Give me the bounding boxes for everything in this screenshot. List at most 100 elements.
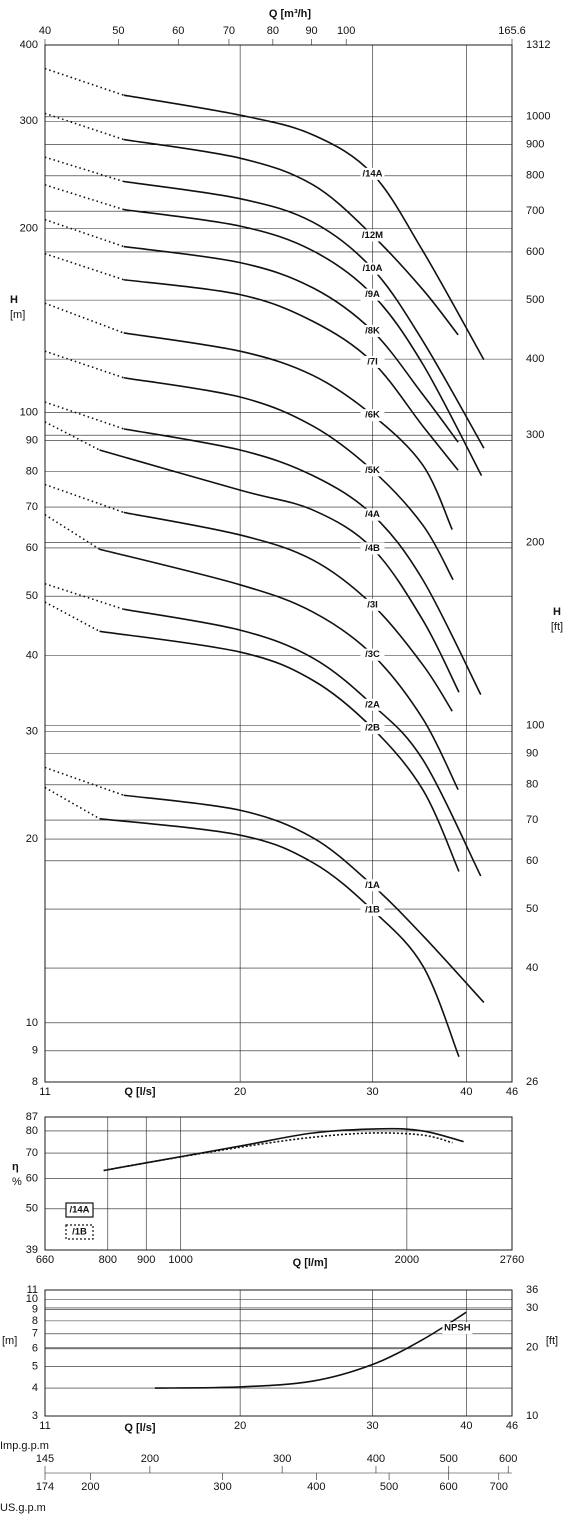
label-bg (120, 1085, 162, 1099)
y-tick-label: 80 (26, 466, 38, 478)
curve-label-bg (360, 879, 385, 892)
curve-dotted (44, 156, 124, 183)
curve-dotted (44, 302, 124, 334)
scale-title: Imp.g.p.m (0, 1440, 49, 1452)
y-tick-label: 70 (26, 1147, 38, 1159)
curve (123, 278, 459, 471)
curve (123, 511, 453, 712)
label-bg (120, 1421, 162, 1435)
curve-dotted (44, 514, 100, 550)
y-tick-label: 30 (26, 726, 38, 738)
y-axis-title: H (10, 294, 18, 306)
curve-label: /10A (362, 263, 382, 274)
y-axis-unit: % (12, 1176, 22, 1188)
curve-label-bg (360, 648, 385, 661)
x-tick-label: 20 (234, 1086, 246, 1098)
y2-tick-label: 40 (526, 962, 538, 974)
curve (103, 1132, 453, 1172)
curve (99, 630, 460, 872)
scale-tick-label: 300 (273, 1453, 291, 1465)
y-tick-label: 20 (26, 833, 38, 845)
y2-tick-label: 26 (526, 1076, 538, 1088)
scale-title: US.g.p.m (0, 1502, 46, 1514)
x-tick-label: 2760 (500, 1254, 524, 1266)
x-axis-title: Q [l/s] (124, 1086, 156, 1098)
label-bg (290, 1256, 332, 1270)
y-tick-label: 9 (32, 1303, 38, 1315)
y2-tick-label: 800 (526, 170, 544, 182)
x-tick-label: 40 (460, 1420, 472, 1432)
x2-tick-label: 165.6 (498, 25, 526, 37)
curve (99, 548, 459, 791)
y-tick-label: 39 (26, 1244, 38, 1256)
curve (123, 94, 485, 361)
y-tick-label: 50 (26, 590, 38, 602)
curve (123, 428, 482, 695)
x2-tick-label: 80 (267, 25, 279, 37)
curve-dotted (44, 401, 124, 430)
curve-dotted (44, 766, 124, 796)
scale-tick-label: 500 (380, 1481, 398, 1493)
y-tick-label: 50 (26, 1203, 38, 1215)
y-tick-label: 5 (32, 1360, 38, 1372)
scale-tick-label: 174 (36, 1481, 54, 1493)
y-tick-label: 4 (32, 1382, 38, 1394)
legend-label: /1B (72, 1227, 87, 1238)
curve-label-bg (360, 324, 385, 337)
y2-axis-unit: [ft] (546, 1335, 558, 1347)
curve-label: /2A (365, 699, 380, 710)
curve (123, 376, 454, 581)
y2-tick-label: 1000 (526, 111, 550, 123)
y2-axis-title: H (553, 606, 561, 618)
curve (103, 1127, 464, 1172)
x2-tick-label: 100 (337, 25, 355, 37)
x2-axis-title: Q [m³/h] (269, 8, 311, 20)
curve-label-bg (360, 288, 385, 301)
y-tick-label: 7 (32, 1328, 38, 1340)
curve-dotted (44, 112, 124, 141)
y2-axis-unit: [ft] (551, 621, 563, 633)
scale-tick-label: 400 (367, 1453, 385, 1465)
curve-label-bg (360, 698, 385, 711)
curve-label-bg (360, 464, 385, 477)
curve-dotted (44, 786, 100, 820)
curve-dotted (44, 67, 124, 96)
scale-tick-label: 700 (490, 1481, 508, 1493)
y2-tick-label: 100 (526, 720, 544, 732)
curve-dotted (44, 583, 124, 611)
y-axis-title: η (12, 1161, 19, 1173)
plot-frame (44, 1116, 513, 1251)
y-tick-label: 8 (32, 1076, 38, 1088)
y2-tick-label: 300 (526, 429, 544, 441)
curve-label-bg (360, 722, 385, 735)
curve-label-bg (442, 1322, 473, 1335)
curve-label-bg (360, 167, 385, 180)
curve-label: /4A (365, 509, 380, 520)
curve-label: /1A (365, 880, 380, 891)
curve-label-bg (360, 598, 385, 611)
curve-dotted (44, 350, 124, 379)
y2-tick-label: 80 (526, 779, 538, 791)
y-tick-label: 300 (20, 115, 38, 127)
x2-tick-label: 50 (112, 25, 124, 37)
curve-dotted (44, 483, 124, 514)
y-tick-label: 400 (20, 39, 38, 51)
x2-tick-label: 40 (39, 25, 51, 37)
y2-tick-label: 1312 (526, 39, 550, 51)
y-tick-label: 8 (32, 1315, 38, 1327)
legend-box (65, 1224, 94, 1240)
y2-tick-label: 200 (526, 536, 544, 548)
x-axis-title: Q [l/s] (124, 1422, 156, 1434)
y-tick-label: 9 (32, 1045, 38, 1057)
curve-dotted (44, 252, 124, 281)
curve-label-bg (360, 229, 385, 242)
curve-label: NPSH (444, 1323, 471, 1334)
x2-tick-label: 90 (305, 25, 317, 37)
curve (123, 794, 485, 1003)
curve-label: /6K (365, 410, 380, 421)
scale-tick-label: 145 (36, 1453, 54, 1465)
curve (123, 608, 482, 877)
x-tick-label: 46 (506, 1086, 518, 1098)
y-tick-label: 90 (26, 434, 38, 446)
